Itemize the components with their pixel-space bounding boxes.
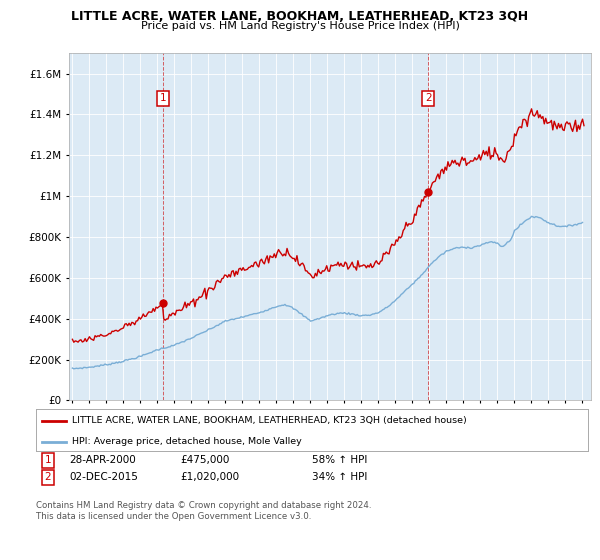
Text: LITTLE ACRE, WATER LANE, BOOKHAM, LEATHERHEAD, KT23 3QH: LITTLE ACRE, WATER LANE, BOOKHAM, LEATHE… bbox=[71, 10, 529, 23]
Text: 58% ↑ HPI: 58% ↑ HPI bbox=[312, 455, 367, 465]
Text: 02-DEC-2015: 02-DEC-2015 bbox=[69, 472, 138, 482]
Text: LITTLE ACRE, WATER LANE, BOOKHAM, LEATHERHEAD, KT23 3QH (detached house): LITTLE ACRE, WATER LANE, BOOKHAM, LEATHE… bbox=[72, 416, 467, 425]
Text: 2: 2 bbox=[425, 93, 431, 103]
Point bbox=[158, 299, 167, 308]
Text: 1: 1 bbox=[44, 455, 52, 465]
Text: £1,020,000: £1,020,000 bbox=[180, 472, 239, 482]
Text: 2: 2 bbox=[44, 472, 52, 482]
Text: £475,000: £475,000 bbox=[180, 455, 229, 465]
Text: 1: 1 bbox=[160, 93, 166, 103]
Text: HPI: Average price, detached house, Mole Valley: HPI: Average price, detached house, Mole… bbox=[72, 437, 302, 446]
Text: Contains HM Land Registry data © Crown copyright and database right 2024.
This d: Contains HM Land Registry data © Crown c… bbox=[36, 501, 371, 521]
Text: 34% ↑ HPI: 34% ↑ HPI bbox=[312, 472, 367, 482]
Point bbox=[424, 188, 433, 197]
Text: Price paid vs. HM Land Registry's House Price Index (HPI): Price paid vs. HM Land Registry's House … bbox=[140, 21, 460, 31]
Text: 28-APR-2000: 28-APR-2000 bbox=[69, 455, 136, 465]
